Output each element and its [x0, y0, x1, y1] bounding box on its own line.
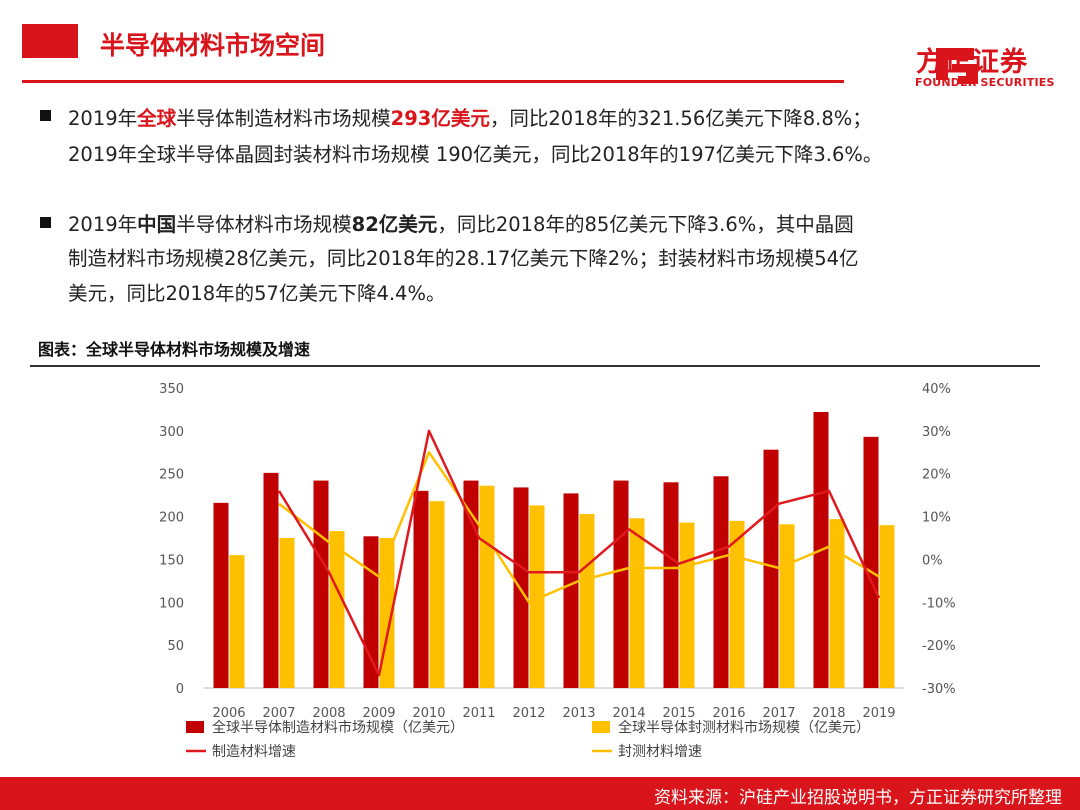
page-title: 半导体材料市场空间: [100, 31, 326, 60]
bar-packaging: [279, 538, 295, 688]
bar-manufacturing: [363, 536, 379, 688]
x-tick-label: 2019: [862, 706, 895, 721]
footer-bar: [0, 777, 1080, 810]
chart-caption: 图表：全球半导体材料市场规模及增速: [38, 340, 311, 359]
bullet-1-line-2: 2019年全球半导体晶圆封装材料市场规模 190亿美元，同比2018年的197亿…: [68, 143, 883, 166]
legend-label: 制造材料增速: [212, 744, 296, 760]
bullet-marker-2: [40, 217, 51, 228]
bar-packaging: [429, 501, 445, 688]
y2-tick-label: 0%: [922, 553, 943, 568]
x-tick-label: 2006: [212, 706, 245, 721]
bullet-marker-1: [40, 110, 51, 121]
x-tick-label: 2008: [312, 706, 345, 721]
legend-label: 封测材料增速: [618, 744, 702, 760]
highlight-value: 293亿美元: [390, 107, 490, 130]
y2-tick-label: 30%: [922, 425, 951, 440]
highlight-value: 82亿美元: [351, 213, 438, 236]
x-tick-label: 2011: [462, 706, 495, 721]
bar-manufacturing: [613, 480, 629, 688]
y-tick-label: 250: [159, 468, 184, 483]
bar-packaging: [879, 525, 895, 688]
bar-manufacturing: [413, 490, 429, 688]
bullet-1-line-1: 2019年全球半导体制造材料市场规模293亿美元，同比2018年的321.56亿…: [68, 102, 872, 131]
y-tick-label: 100: [159, 596, 184, 611]
bar-packaging: [229, 555, 245, 688]
x-tick-label: 2009: [362, 706, 395, 721]
x-tick-label: 2014: [612, 706, 645, 721]
bullet-2-line-1: 2019年中国半导体材料市场规模82亿美元，同比2018年的85亿美元下降3.6…: [68, 208, 854, 237]
text-span: 2019年: [68, 213, 138, 236]
x-tick-label: 2010: [412, 706, 445, 721]
bar-manufacturing: [213, 502, 229, 688]
bar-manufacturing: [463, 480, 479, 688]
bar-packaging: [329, 531, 345, 688]
x-tick-label: 2007: [262, 706, 295, 721]
bar-manufacturing: [713, 476, 729, 688]
legend-swatch: [186, 721, 204, 733]
x-tick-label: 2013: [562, 706, 595, 721]
bar-packaging: [829, 519, 845, 688]
y2-tick-label: 40%: [922, 382, 951, 397]
header-divider: [22, 80, 844, 83]
y-tick-label: 350: [159, 382, 184, 397]
bar-packaging: [579, 514, 595, 688]
legend-label: 全球半导体封测材料市场规模（亿美元）: [618, 719, 870, 736]
y2-tick-label: 20%: [922, 468, 951, 483]
bar-packaging: [479, 485, 495, 688]
x-tick-label: 2016: [712, 706, 745, 721]
highlight-global: 全球: [137, 107, 177, 130]
y-tick-label: 150: [159, 553, 184, 568]
legend-label: 全球半导体制造材料市场规模（亿美元）: [212, 719, 464, 736]
y2-tick-label: -30%: [922, 682, 956, 697]
line-packaging-growth: [278, 451, 880, 604]
source-note: 资料来源：沪硅产业招股说明书，方正证券研究所整理: [654, 788, 1062, 808]
text-span: ，同比2018年的321.56亿美元下降8.8%；: [489, 107, 872, 130]
y2-tick-label: -10%: [922, 596, 956, 611]
title-accent-block: [22, 24, 78, 58]
bullet-2-line-3: 美元，同比2018年的57亿美元下降4.4%。: [68, 282, 446, 305]
bar-manufacturing: [263, 472, 279, 688]
bar-manufacturing: [663, 482, 679, 688]
bar-packaging: [779, 524, 795, 688]
x-tick-label: 2012: [512, 706, 545, 721]
line-manufacturing-growth: [277, 429, 881, 677]
legend-swatch: [592, 721, 610, 733]
x-tick-label: 2018: [812, 706, 845, 721]
text-span: 半导体制造材料市场规模: [176, 107, 391, 130]
bar-manufacturing: [763, 449, 779, 688]
bar-manufacturing: [313, 480, 329, 688]
market-size-chart: 0 50 100 150 200 250 300 350 -30% -20% -10% 0% 10% 20…: [159, 382, 956, 760]
bar-packaging: [729, 520, 745, 688]
bar-packaging: [629, 518, 645, 688]
bar-packaging: [529, 505, 545, 688]
logo-text-en: FOUNDER SECURITIES: [915, 76, 1055, 89]
highlight-china: 中国: [137, 213, 177, 236]
bar-packaging: [679, 522, 695, 688]
chart-divider: [30, 365, 1040, 367]
y-tick-label: 50: [167, 639, 184, 654]
bar-manufacturing: [863, 436, 879, 688]
bar-manufacturing: [563, 493, 579, 688]
text-span: ，同比2018年的85亿美元下降3.6%，其中晶圆: [437, 213, 854, 236]
y2-tick-label: -20%: [922, 639, 956, 654]
y-tick-label: 200: [159, 511, 184, 526]
founder-logo-icon: [936, 48, 978, 84]
x-tick-label: 2017: [762, 706, 795, 721]
x-tick-label: 2015: [662, 706, 695, 721]
bullet-2-line-2: 制造材料市场规模28亿美元，同比2018年的28.17亿美元下降2%；封装材料市…: [68, 247, 859, 270]
y2-tick-label: 10%: [922, 511, 951, 526]
y-tick-label: 300: [159, 425, 184, 440]
logo-text-cn: 方正证券: [916, 47, 1028, 78]
text-span: 2019年: [68, 107, 138, 130]
y-tick-label: 0: [176, 682, 184, 697]
text-span: 半导体材料市场规模: [176, 213, 352, 236]
